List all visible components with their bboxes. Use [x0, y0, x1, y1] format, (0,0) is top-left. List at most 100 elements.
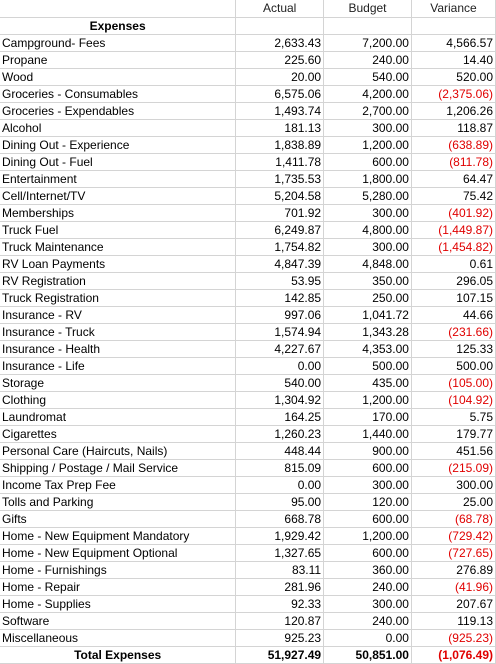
cell-actual[interactable]: 448.44 [235, 442, 325, 460]
cell-budget[interactable]: 2,700.00 [323, 102, 412, 120]
cell-actual[interactable]: 83.11 [235, 561, 325, 579]
cell-actual[interactable]: 1,411.78 [235, 153, 325, 171]
cell-actual[interactable]: 5,204.58 [235, 187, 325, 205]
cell-budget[interactable]: 170.00 [323, 408, 412, 426]
cell-variance[interactable]: 4,566.57 [411, 34, 496, 52]
cell-variance[interactable]: 300.00 [411, 476, 496, 494]
cell-budget[interactable]: 540.00 [323, 68, 412, 86]
cell-actual[interactable]: 51,927.49 [235, 646, 325, 664]
cell-label[interactable]: Software [0, 612, 237, 630]
cell-variance[interactable]: (638.89) [411, 136, 496, 154]
cell-budget[interactable]: 600.00 [323, 459, 412, 477]
cell-variance[interactable]: (727.65) [411, 544, 496, 562]
cell-label[interactable]: Insurance - Health [0, 340, 237, 358]
cell-actual[interactable]: 120.87 [235, 612, 325, 630]
cell-label[interactable]: Home - New Equipment Mandatory [0, 527, 237, 545]
cell-budget[interactable]: 7,200.00 [323, 34, 412, 52]
cell-budget[interactable]: 0.00 [323, 629, 412, 647]
cell-variance[interactable]: (2,375.06) [411, 85, 496, 103]
cell-variance[interactable]: 118.87 [411, 119, 496, 137]
cell-label[interactable]: Truck Registration [0, 289, 237, 307]
cell-label[interactable]: Truck Fuel [0, 221, 237, 239]
cell-label[interactable]: Laundromat [0, 408, 237, 426]
cell-label[interactable]: Shipping / Postage / Mail Service [0, 459, 237, 477]
cell-variance[interactable]: 296.05 [411, 272, 496, 290]
cell-actual[interactable]: 1,838.89 [235, 136, 325, 154]
cell-variance[interactable]: 5.75 [411, 408, 496, 426]
cell-budget[interactable]: 1,440.00 [323, 425, 412, 443]
cell-label[interactable]: Home - New Equipment Optional [0, 544, 237, 562]
cell-variance[interactable]: 44.66 [411, 306, 496, 324]
cell-label[interactable]: Total Expenses [0, 646, 237, 664]
cell-budget[interactable]: 600.00 [323, 510, 412, 528]
cell-label[interactable]: Income Tax Prep Fee [0, 476, 237, 494]
cell-variance[interactable]: (1,454.82) [411, 238, 496, 256]
header-cell-variance[interactable]: Variance [411, 0, 496, 18]
cell-label[interactable]: Dining Out - Fuel [0, 153, 237, 171]
cell-label[interactable]: Cigarettes [0, 425, 237, 443]
empty-cell[interactable] [235, 17, 325, 35]
cell-label[interactable]: Alcohol [0, 119, 237, 137]
cell-budget[interactable]: 1,041.72 [323, 306, 412, 324]
cell-label[interactable]: Home - Supplies [0, 595, 237, 613]
cell-actual[interactable]: 1,735.53 [235, 170, 325, 188]
cell-variance[interactable]: 207.67 [411, 595, 496, 613]
cell-variance[interactable]: (1,449.87) [411, 221, 496, 239]
cell-budget[interactable]: 600.00 [323, 153, 412, 171]
cell-budget[interactable]: 1,200.00 [323, 527, 412, 545]
cell-budget[interactable]: 1,200.00 [323, 136, 412, 154]
header-cell-label[interactable] [0, 0, 237, 18]
cell-budget[interactable]: 4,353.00 [323, 340, 412, 358]
cell-variance[interactable]: 107.15 [411, 289, 496, 307]
cell-label[interactable]: Clothing [0, 391, 237, 409]
cell-actual[interactable]: 142.85 [235, 289, 325, 307]
cell-budget[interactable]: 435.00 [323, 374, 412, 392]
cell-actual[interactable]: 1,493.74 [235, 102, 325, 120]
cell-variance[interactable]: (925.23) [411, 629, 496, 647]
cell-actual[interactable]: 1,574.94 [235, 323, 325, 341]
cell-actual[interactable]: 20.00 [235, 68, 325, 86]
cell-variance[interactable]: 64.47 [411, 170, 496, 188]
cell-variance[interactable]: (811.78) [411, 153, 496, 171]
cell-budget[interactable]: 1,343.28 [323, 323, 412, 341]
cell-label[interactable]: Cell/Internet/TV [0, 187, 237, 205]
cell-actual[interactable]: 0.00 [235, 357, 325, 375]
cell-actual[interactable]: 2,633.43 [235, 34, 325, 52]
cell-budget[interactable]: 4,200.00 [323, 85, 412, 103]
cell-actual[interactable]: 1,304.92 [235, 391, 325, 409]
cell-budget[interactable]: 1,200.00 [323, 391, 412, 409]
section-title-cell[interactable]: Expenses [0, 17, 237, 35]
cell-actual[interactable]: 1,260.23 [235, 425, 325, 443]
cell-actual[interactable]: 815.09 [235, 459, 325, 477]
cell-actual[interactable]: 1,327.65 [235, 544, 325, 562]
cell-actual[interactable]: 53.95 [235, 272, 325, 290]
cell-variance[interactable]: 520.00 [411, 68, 496, 86]
cell-label[interactable]: Personal Care (Haircuts, Nails) [0, 442, 237, 460]
cell-budget[interactable]: 300.00 [323, 476, 412, 494]
cell-budget[interactable]: 360.00 [323, 561, 412, 579]
cell-label[interactable]: Storage [0, 374, 237, 392]
cell-budget[interactable]: 50,851.00 [323, 646, 412, 664]
cell-variance[interactable]: 500.00 [411, 357, 496, 375]
cell-label[interactable]: Entertainment [0, 170, 237, 188]
cell-variance[interactable]: 125.33 [411, 340, 496, 358]
cell-variance[interactable]: 1,206.26 [411, 102, 496, 120]
cell-label[interactable]: Campground- Fees [0, 34, 237, 52]
cell-label[interactable]: Truck Maintenance [0, 238, 237, 256]
cell-actual[interactable]: 164.25 [235, 408, 325, 426]
cell-variance[interactable]: (231.66) [411, 323, 496, 341]
cell-label[interactable]: Memberships [0, 204, 237, 222]
cell-actual[interactable]: 540.00 [235, 374, 325, 392]
cell-actual[interactable]: 701.92 [235, 204, 325, 222]
cell-variance[interactable]: 25.00 [411, 493, 496, 511]
cell-variance[interactable]: (401.92) [411, 204, 496, 222]
cell-variance[interactable]: (41.96) [411, 578, 496, 596]
cell-label[interactable]: Miscellaneous [0, 629, 237, 647]
cell-label[interactable]: Home - Furnishings [0, 561, 237, 579]
header-cell-budget[interactable]: Budget [323, 0, 412, 18]
cell-actual[interactable]: 4,227.67 [235, 340, 325, 358]
empty-cell[interactable] [411, 17, 496, 35]
cell-variance[interactable]: 451.56 [411, 442, 496, 460]
cell-actual[interactable]: 92.33 [235, 595, 325, 613]
cell-budget[interactable]: 250.00 [323, 289, 412, 307]
